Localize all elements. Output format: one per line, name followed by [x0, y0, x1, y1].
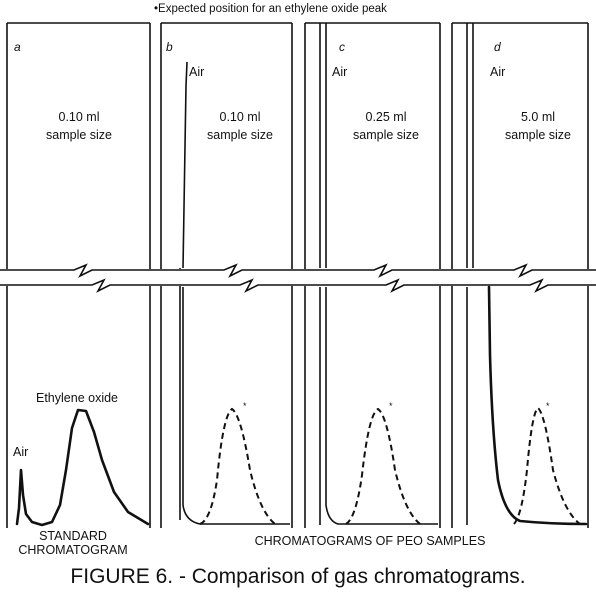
panel-a-volume: 0.10 ml [59, 110, 100, 124]
panel-d-caption: sample size [505, 128, 571, 142]
axis-break [0, 263, 596, 293]
panel-c-volume: 0.25 ml [366, 110, 407, 124]
panel-c-letter: c [339, 40, 345, 54]
expected-position-note: •Expected position for an ethylene oxide… [154, 3, 387, 15]
panel-a-peak-label: Ethylene oxide [36, 391, 118, 405]
panel-b-air-label: Air [189, 65, 204, 79]
peo-samples-label: CHROMATOGRAMS OF PEO SAMPLES [255, 534, 486, 548]
panel-c-air-label: Air [332, 65, 347, 79]
panel-a-air-label: Air [13, 445, 28, 459]
standard-chromatogram-label-2: CHROMATOGRAM [18, 543, 127, 557]
panel-b-letter: b [166, 40, 173, 54]
panel-d-volume: 5.0 ml [521, 110, 555, 124]
panel-c-trace [319, 287, 438, 525]
panel-a-caption: sample size [46, 128, 112, 142]
panel-b-caption: sample size [207, 128, 273, 142]
panel-d-air-label: Air [490, 65, 505, 79]
panel-c-caption: sample size [353, 128, 419, 142]
panel-a-letter: a [14, 40, 21, 54]
figure-title: FIGURE 6. - Comparison of gas chromatogr… [70, 565, 525, 588]
panel-a-trace [15, 408, 150, 527]
panel-d-letter: d [494, 40, 501, 54]
panel-c-marker: * [389, 401, 393, 411]
panel-b-trace [182, 287, 290, 525]
panel-d-marker: * [546, 401, 550, 411]
panel-d-trace [466, 285, 588, 526]
standard-chromatogram-label-1: STANDARD [39, 529, 107, 543]
air-traces-upper [179, 23, 474, 520]
panel-b-volume: 0.10 ml [220, 110, 261, 124]
panel-b-marker: * [243, 401, 247, 411]
